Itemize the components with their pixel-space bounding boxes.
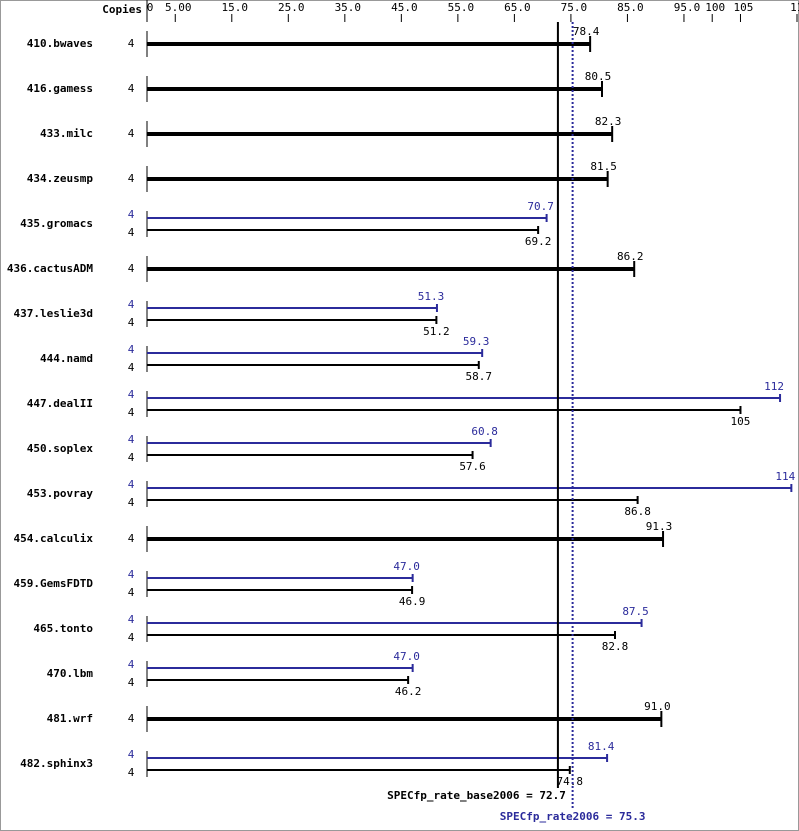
x-tick-label: 5.00: [165, 1, 192, 14]
benchmark-name: 434.zeusmp: [27, 172, 94, 185]
x-tick-label: 100: [705, 1, 725, 14]
copies: 4: [128, 451, 135, 464]
value-label: 105: [731, 415, 751, 428]
value-label: 70.7: [527, 200, 554, 213]
benchmark-name: 454.calculix: [14, 532, 94, 545]
copies: 4: [128, 748, 135, 761]
value-label: 47.0: [393, 560, 420, 573]
copies: 4: [128, 316, 135, 329]
benchmark-name: 465.tonto: [33, 622, 93, 635]
value-label: 87.5: [622, 605, 649, 618]
benchmark-name: 437.leslie3d: [14, 307, 93, 320]
copies: 4: [128, 613, 135, 626]
copies: 4: [128, 172, 135, 185]
copies: 4: [128, 262, 135, 275]
x-tick-label: 85.0: [617, 1, 644, 14]
x-tick-label: 25.0: [278, 1, 305, 14]
copies: 4: [128, 37, 135, 50]
value-label: 91.0: [644, 700, 671, 713]
x-tick-label: 115: [790, 1, 799, 14]
copies: 4: [128, 712, 135, 725]
benchmark-name: 444.namd: [40, 352, 93, 365]
benchmark-name: 435.gromacs: [20, 217, 93, 230]
value-label: 51.2: [423, 325, 450, 338]
value-label: 59.3: [463, 335, 490, 348]
value-label: 82.8: [602, 640, 629, 653]
copies: 4: [128, 388, 135, 401]
value-label: 46.9: [399, 595, 426, 608]
benchmark-name: 470.lbm: [47, 667, 94, 680]
benchmark-name: 453.povray: [27, 487, 94, 500]
benchmark-name: 450.soplex: [27, 442, 94, 455]
value-label: 78.4: [573, 25, 600, 38]
value-label: 82.3: [595, 115, 622, 128]
copies: 4: [128, 298, 135, 311]
copies: 4: [128, 226, 135, 239]
value-label: 74.8: [557, 775, 584, 788]
benchmark-name: 433.milc: [40, 127, 93, 140]
value-label: 51.3: [418, 290, 445, 303]
value-label: 58.7: [466, 370, 493, 383]
copies: 4: [128, 586, 135, 599]
benchmark-name: 482.sphinx3: [20, 757, 93, 770]
copies: 4: [128, 127, 135, 140]
copies: 4: [128, 82, 135, 95]
x-tick-label: 45.0: [391, 1, 418, 14]
benchmark-name: 416.gamess: [27, 82, 93, 95]
value-label: 57.6: [459, 460, 486, 473]
value-label: 91.3: [646, 520, 673, 533]
reference-label: SPECfp_rate_base2006 = 72.7: [387, 789, 566, 802]
copies: 4: [128, 496, 135, 509]
value-label: 69.2: [525, 235, 552, 248]
value-label: 81.5: [590, 160, 617, 173]
x-tick-label: 35.0: [335, 1, 362, 14]
benchmark-name: 459.GemsFDTD: [14, 577, 94, 590]
value-label: 114: [775, 470, 795, 483]
copies: 4: [128, 676, 135, 689]
benchmark-name: 436.cactusADM: [7, 262, 93, 275]
copies: 4: [128, 568, 135, 581]
copies: 4: [128, 208, 135, 221]
x-tick-label: 65.0: [504, 1, 531, 14]
x-tick-label: 55.0: [448, 1, 475, 14]
copies: 4: [128, 361, 135, 374]
copies: 4: [128, 406, 135, 419]
copies: 4: [128, 433, 135, 446]
value-label: 47.0: [393, 650, 420, 663]
x-tick-label: 95.0: [674, 1, 701, 14]
value-label: 112: [764, 380, 784, 393]
copies: 4: [128, 658, 135, 671]
value-label: 86.8: [624, 505, 651, 518]
value-label: 60.8: [471, 425, 498, 438]
benchmark-name: 481.wrf: [47, 712, 93, 725]
copies: 4: [128, 532, 135, 545]
benchmark-name: 410.bwaves: [27, 37, 93, 50]
copies: 4: [128, 343, 135, 356]
x-tick-label: 15.0: [222, 1, 249, 14]
value-label: 46.2: [395, 685, 422, 698]
value-label: 86.2: [617, 250, 644, 263]
copies: 4: [128, 478, 135, 491]
x-tick-label: 0: [147, 1, 154, 14]
x-tick-label: 105: [734, 1, 754, 14]
copies-header: Copies: [102, 3, 142, 16]
x-tick-label: 75.0: [561, 1, 588, 14]
copies: 4: [128, 766, 135, 779]
value-label: 80.5: [585, 70, 612, 83]
value-label: 81.4: [588, 740, 615, 753]
copies: 4: [128, 631, 135, 644]
reference-label: SPECfp_rate2006 = 75.3: [500, 810, 646, 823]
benchmark-name: 447.dealII: [27, 397, 93, 410]
